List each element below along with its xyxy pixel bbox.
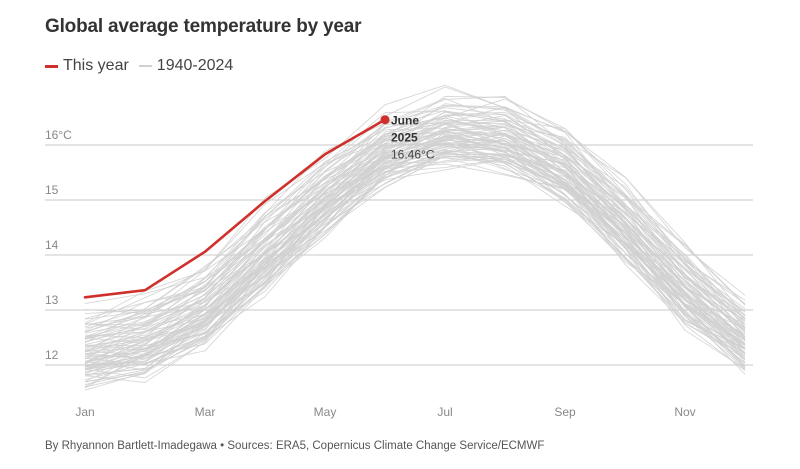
this-year-latest-point	[380, 115, 390, 125]
history-line-2006	[84, 126, 746, 353]
history-line-1978	[84, 127, 746, 350]
history-line-2023	[84, 86, 746, 314]
this-year-line	[83, 118, 387, 299]
x-tick-label-jul: Jul	[437, 405, 452, 419]
history-line-2015	[84, 104, 746, 320]
x-tick-label-jan: Jan	[75, 405, 94, 419]
x-tick-label-mar: Mar	[195, 405, 216, 419]
history-line-2014	[84, 119, 746, 328]
y-tick-label-16: 16°C	[45, 128, 72, 142]
history-line-2022	[84, 95, 746, 328]
chart-title: Global average temperature by year	[45, 16, 362, 37]
annotation-year: 2025	[391, 131, 418, 145]
history-line-2020	[84, 107, 746, 333]
history-line-1961	[84, 149, 746, 381]
history-line-1971	[84, 133, 746, 362]
legend-swatch-gray-line	[138, 65, 152, 67]
history-line-1992	[84, 129, 746, 350]
y-tick-label-15: 15	[45, 183, 59, 197]
history-line-2019	[84, 95, 746, 320]
history-line-1953	[84, 136, 746, 379]
legend-item-this-year: This year	[45, 57, 129, 75]
history-line-1970	[84, 135, 746, 364]
x-tick-label-nov: Nov	[674, 405, 695, 419]
annotation-value: 16.46°C	[391, 148, 435, 162]
history-line-1955	[84, 155, 746, 370]
legend-swatch-red-line	[45, 64, 58, 68]
y-tick-label-12: 12	[45, 348, 59, 362]
legend-item-historical: 1940-2024	[138, 57, 234, 75]
legend-label-historical: 1940-2024	[156, 57, 234, 74]
y-tick-label-14: 14	[45, 238, 59, 252]
history-line-2024	[84, 84, 746, 326]
history-line-1999	[84, 128, 746, 340]
history-line-1977	[84, 143, 746, 356]
source-footer: By Rhyannon Bartlett-Imadegawa • Sources…	[45, 440, 545, 452]
history-line-1964	[84, 129, 746, 371]
x-tick-label-may: May	[314, 405, 337, 419]
legend-label-this-year: This year	[63, 57, 129, 74]
x-tick-label-sep: Sep	[554, 405, 576, 419]
history-line-1989	[84, 119, 746, 346]
y-tick-label-13: 13	[45, 293, 59, 307]
history-line-1968	[84, 143, 746, 377]
annotation-month: June	[391, 114, 419, 128]
history-line-2008	[84, 105, 746, 331]
legend: This year 1940-2024	[45, 57, 243, 75]
